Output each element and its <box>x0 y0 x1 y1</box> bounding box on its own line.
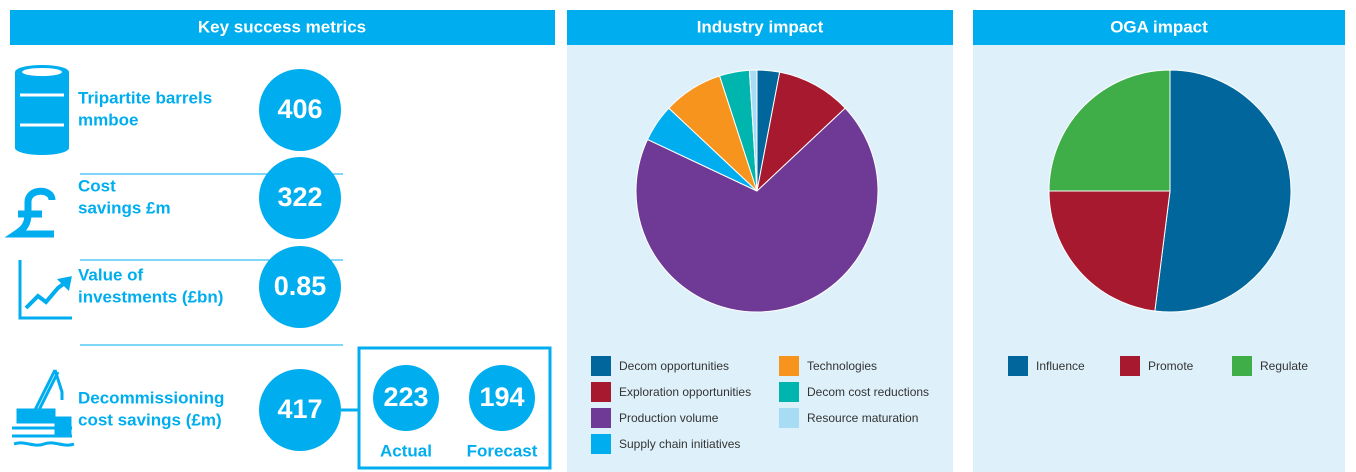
legend-swatch <box>779 356 799 376</box>
metric-value: 322 <box>277 182 322 212</box>
breakdown-box <box>357 346 552 470</box>
breakdown-value: 223 <box>383 382 428 412</box>
legend-label: Regulate <box>1260 359 1308 373</box>
legend-swatch <box>591 408 611 428</box>
legend-swatch <box>1232 356 1252 376</box>
pie-slice <box>635 107 879 313</box>
header-bar <box>567 10 953 45</box>
breakdown-circle <box>373 365 439 431</box>
metric-circle <box>259 246 341 328</box>
header-bar <box>10 10 555 45</box>
legend-label: Resource maturation <box>807 411 918 425</box>
chart-title: Industry impact <box>697 17 824 36</box>
metric-label: Tripartite barrels <box>78 88 212 107</box>
legend-swatch <box>1008 356 1028 376</box>
legend-swatch <box>1120 356 1140 376</box>
legend-swatch <box>591 434 611 454</box>
pie-slice <box>756 71 846 193</box>
investment-icon <box>18 260 72 320</box>
legend-label: Decom opportunities <box>619 359 729 373</box>
pie-slice <box>1154 69 1292 313</box>
metric-label: Value of <box>78 265 144 284</box>
chart-title: OGA impact <box>1110 17 1208 36</box>
breakdown-label: Actual <box>380 441 432 460</box>
breakdown-circle <box>469 365 535 431</box>
pie-slice <box>1048 190 1171 312</box>
legend-swatch <box>779 408 799 428</box>
legend-label: Supply chain initiatives <box>619 437 740 451</box>
legend-label: Production volume <box>619 411 719 425</box>
breakdown-label: Forecast <box>467 441 538 460</box>
legend-label: Decom cost reductions <box>807 385 929 399</box>
metric-circle <box>259 369 341 451</box>
metric-circle <box>259 157 341 239</box>
legend-swatch <box>591 356 611 376</box>
pie-slice <box>748 69 758 192</box>
rig-icon <box>12 369 75 447</box>
metric-label: mmboe <box>78 110 138 129</box>
legend-label: Promote <box>1148 359 1194 373</box>
metric-label: Decommissioning <box>78 388 224 407</box>
breakdown-value: 194 <box>479 382 524 412</box>
barrel-icon <box>15 65 69 155</box>
metric-label: Cost <box>78 176 116 195</box>
metric-label: cost savings (£m) <box>78 410 222 429</box>
metric-value: 0.85 <box>274 271 327 301</box>
pie-slice <box>1048 69 1171 192</box>
legend-swatch <box>591 382 611 402</box>
legend-label: Influence <box>1036 359 1085 373</box>
legend-swatch <box>779 382 799 402</box>
pound-icon <box>4 187 56 238</box>
panel-title: Key success metrics <box>198 17 366 36</box>
metric-circle <box>259 69 341 151</box>
metric-label: investments (£bn) <box>78 287 223 306</box>
legend-label: Technologies <box>807 359 877 373</box>
header-bar <box>973 10 1345 45</box>
legend-label: Exploration opportunities <box>619 385 751 399</box>
metric-value: 417 <box>277 394 322 424</box>
metric-label: savings £m <box>78 198 171 217</box>
metric-value: 406 <box>277 94 322 124</box>
